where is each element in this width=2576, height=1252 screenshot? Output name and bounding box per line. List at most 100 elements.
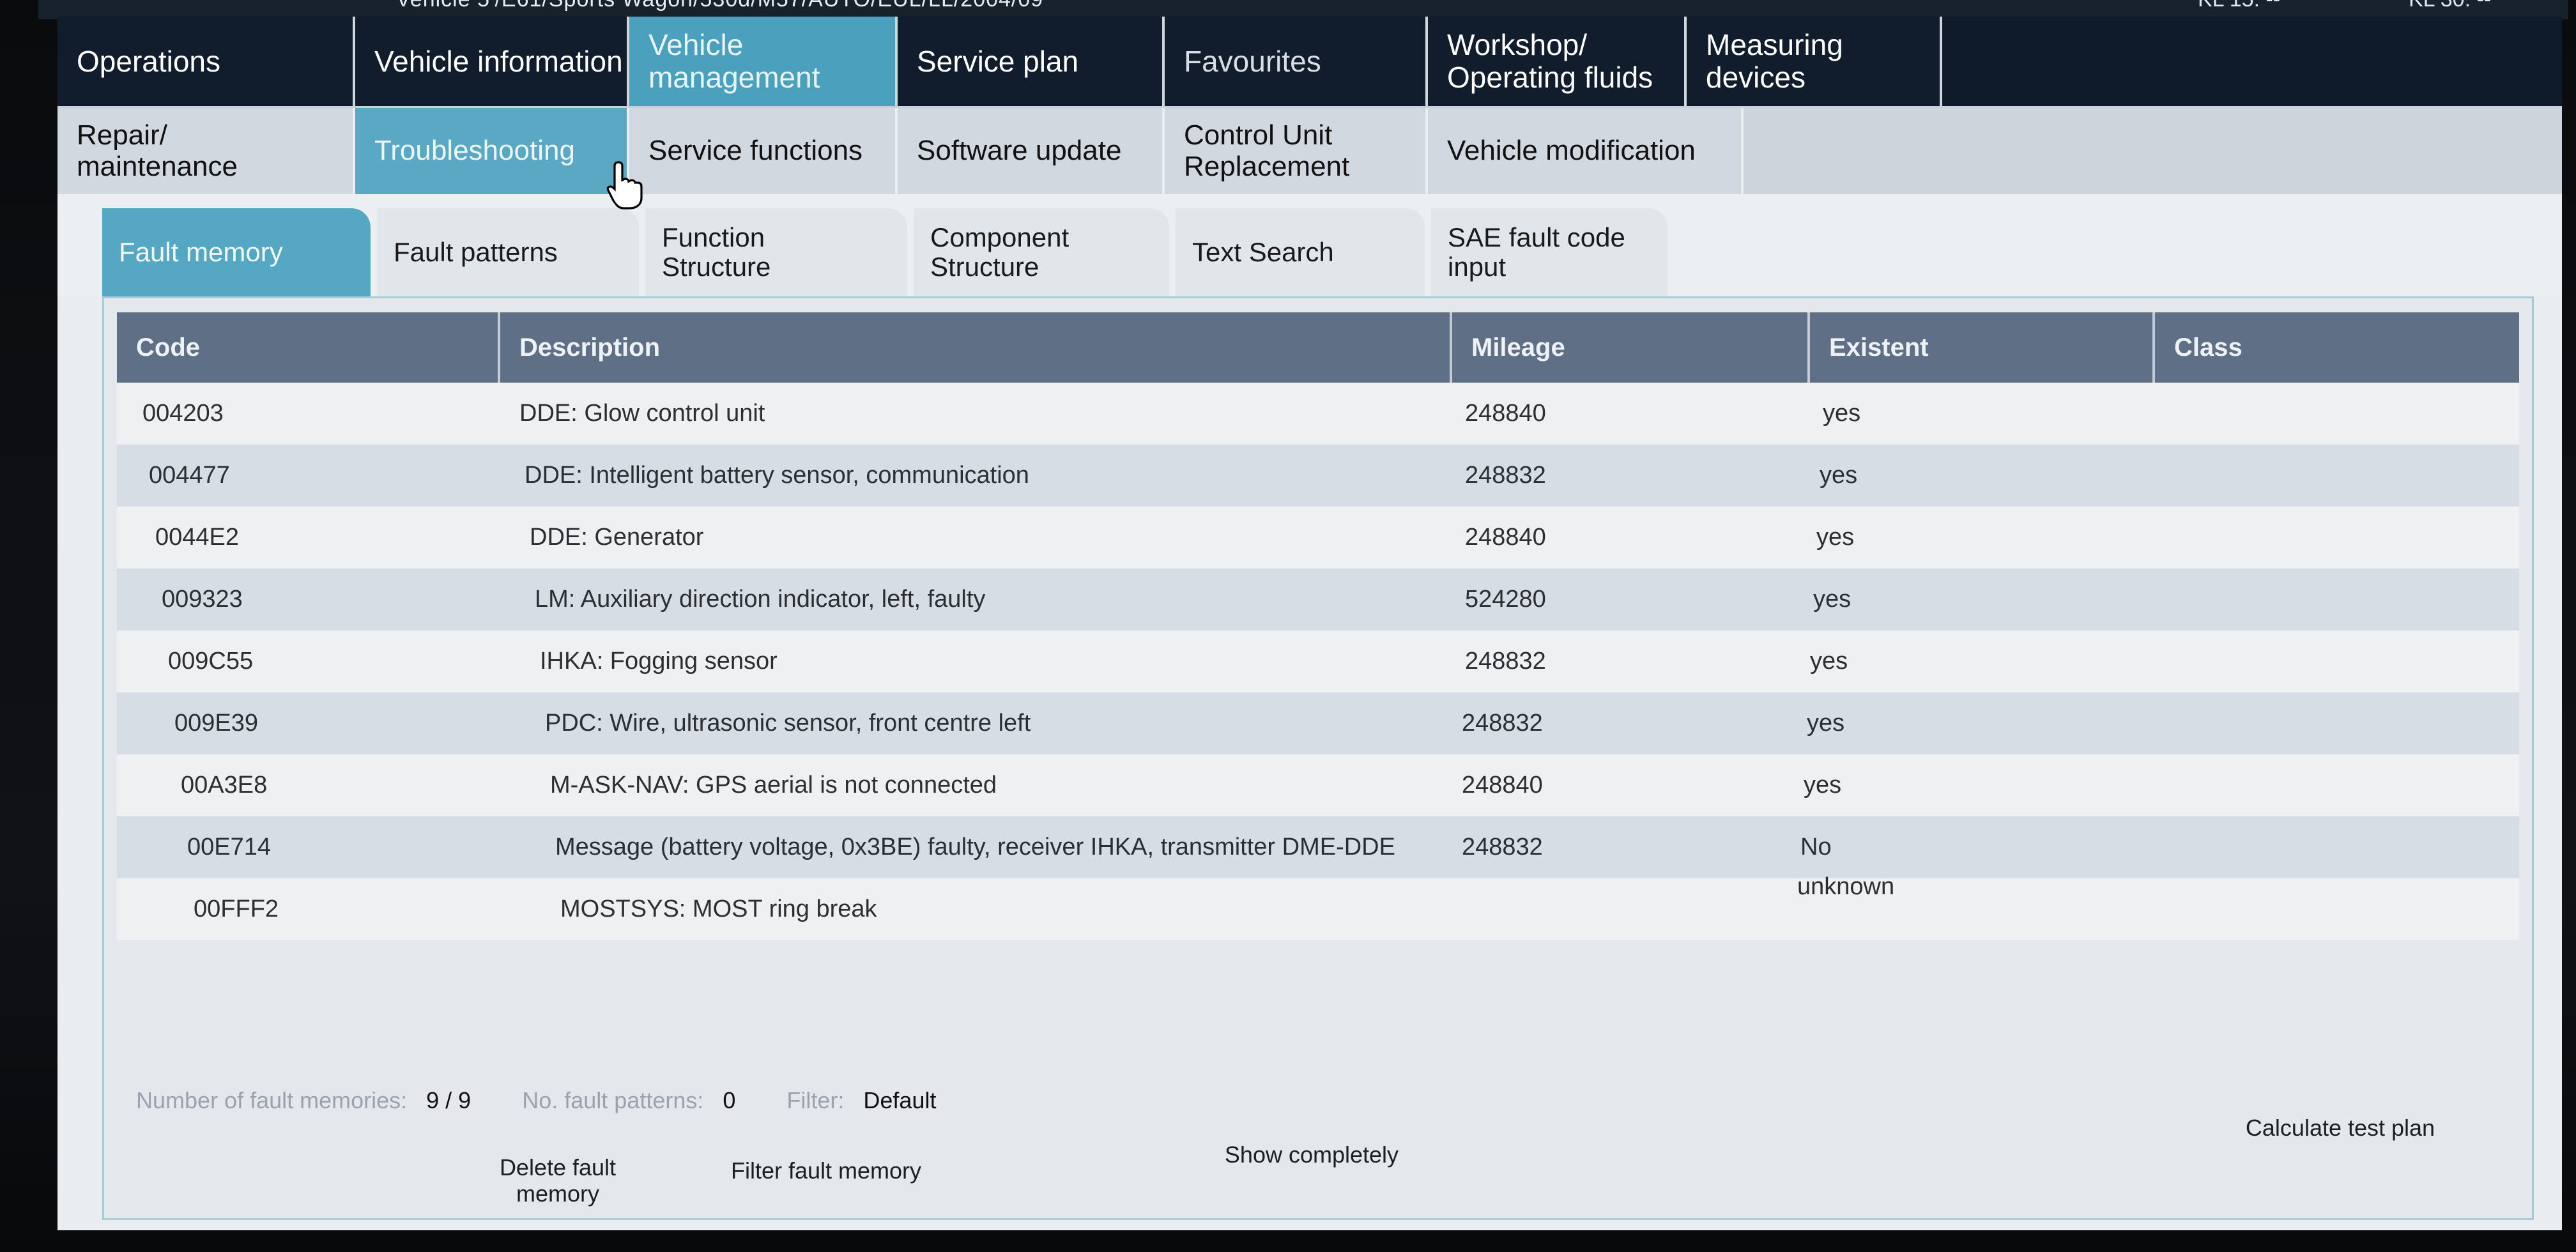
nav-vehicle-information[interactable]: Vehicle information xyxy=(355,17,629,106)
fault-table-body: 004203 DDE: Glow control unit 248840 yes… xyxy=(117,383,2519,970)
cell-description: IHKA: Fogging sensor xyxy=(540,648,778,675)
nav-vehicle-management[interactable]: Vehicle management xyxy=(629,17,898,106)
tab-sae-fault-code-input[interactable]: SAE fault code input xyxy=(1431,208,1667,296)
cell-code: 009323 xyxy=(162,586,243,613)
cell-description: DDE: Glow control unit xyxy=(519,400,765,427)
tab-bar: Fault memory Fault patterns Function Str… xyxy=(57,194,2562,296)
nav-workshop-operating-fluids[interactable]: Workshop/ Operating fluids xyxy=(1428,17,1687,106)
cell-existent: unknown xyxy=(1797,873,1895,900)
subnav-empty-area xyxy=(1744,108,2562,194)
nav-measuring-devices-label: Measuring devices xyxy=(1706,28,1843,94)
nav-favourites-label: Favourites xyxy=(1184,44,1321,78)
column-header-class[interactable]: Class xyxy=(2155,312,2519,383)
sub-navigation: Repair/ maintenance Troubleshooting Serv… xyxy=(57,108,2562,194)
tab-text-search-label: Text Search xyxy=(1192,236,1334,267)
column-header-mileage[interactable]: Mileage xyxy=(1452,312,1810,383)
filter-label: Filter: xyxy=(786,1087,845,1113)
fault-patterns-label: No. fault patterns: xyxy=(522,1087,704,1113)
cell-description: DDE: Intelligent battery sensor, communi… xyxy=(525,462,1029,489)
nav-vehicle-management-label: Vehicle management xyxy=(648,28,820,94)
kl15-status: KL 15: -- xyxy=(2198,0,2280,10)
tab-sae-fault-code-input-label: SAE fault code input xyxy=(1448,222,1625,282)
cell-existent: yes xyxy=(1816,524,1855,551)
calculate-test-plan-button[interactable]: Calculate test plan xyxy=(2245,1115,2435,1141)
cell-description: LM: Auxiliary direction indicator, left,… xyxy=(535,586,986,613)
cell-mileage: 248832 xyxy=(1462,834,1543,860)
column-header-existent[interactable]: Existent xyxy=(1810,312,2155,383)
show-completely-button[interactable]: Show completely xyxy=(1224,1141,1399,1168)
cell-code: 00E714 xyxy=(187,834,272,860)
nav-favourites[interactable]: Favourites xyxy=(1165,17,1428,106)
column-mileage-label: Mileage xyxy=(1471,333,1565,362)
table-row[interactable]: 00A3E8 M-ASK-NAV: GPS aerial is not conn… xyxy=(117,754,2519,816)
tab-function-structure[interactable]: Function Structure xyxy=(645,208,907,296)
table-row[interactable]: 009323 LM: Auxiliary direction indicator… xyxy=(117,569,2519,630)
cell-code: 009E39 xyxy=(174,710,259,737)
cell-mileage: 248840 xyxy=(1465,400,1546,427)
subnav-software-update-label: Software update xyxy=(917,135,1122,167)
hand-cursor-icon xyxy=(606,161,643,210)
cell-existent: yes xyxy=(1820,462,1858,489)
subnav-troubleshooting-label: Troubleshooting xyxy=(374,135,575,167)
cell-code: 004477 xyxy=(149,462,230,489)
subnav-repair-maintenance-label: Repair/ maintenance xyxy=(77,119,238,182)
nav-vehicle-information-label: Vehicle information xyxy=(374,44,623,78)
table-row[interactable]: 004477 DDE: Intelligent battery sensor, … xyxy=(117,445,2519,507)
column-header-code[interactable]: Code xyxy=(117,312,500,383)
column-header-description[interactable]: Description xyxy=(500,312,1452,383)
tab-fault-memory[interactable]: Fault memory xyxy=(102,208,371,296)
vehicle-status-bar: Vehicle 5'/E61/Sports Wagon/530d/M57/AUT… xyxy=(38,0,2568,19)
cell-description: Message (battery voltage, 0x3BE) faulty,… xyxy=(555,834,1395,860)
tab-text-search[interactable]: Text Search xyxy=(1176,208,1425,296)
table-row[interactable]: 009E39 PDC: Wire, ultrasonic sensor, fro… xyxy=(117,692,2519,754)
table-row[interactable]: 00FFF2 MOSTSYS: MOST ring break unknown xyxy=(117,873,2519,940)
table-row[interactable]: 009C55 IHKA: Fogging sensor 248832 yes xyxy=(117,630,2519,692)
cell-existent: yes xyxy=(1810,648,1848,675)
table-row[interactable]: 00E714 Message (battery voltage, 0x3BE) … xyxy=(117,816,2519,878)
tab-component-structure-label: Component Structure xyxy=(930,222,1070,282)
cell-existent: yes xyxy=(1804,772,1842,798)
cell-code: 00A3E8 xyxy=(181,772,268,798)
subnav-software-update[interactable]: Software update xyxy=(898,108,1165,194)
ista-application: Operations Vehicle information Vehicle m… xyxy=(57,17,2562,1230)
cell-existent: yes xyxy=(1813,586,1851,613)
tab-fault-patterns[interactable]: Fault patterns xyxy=(377,208,639,296)
kl30-status: KL 30: -- xyxy=(2409,0,2491,10)
nav-operations[interactable]: Operations xyxy=(57,17,355,106)
cell-mileage: 524280 xyxy=(1465,586,1546,613)
cell-existent: yes xyxy=(1807,710,1845,737)
filter-fault-memory-button[interactable]: Filter fault memory xyxy=(730,1157,922,1184)
nav-service-plan-label: Service plan xyxy=(917,44,1079,78)
fault-patterns-value: 0 xyxy=(723,1087,736,1113)
cell-mileage: 248840 xyxy=(1462,772,1543,798)
table-row[interactable]: 004203 DDE: Glow control unit 248840 yes xyxy=(117,383,2519,445)
nav-measuring-devices[interactable]: Measuring devices xyxy=(1687,17,1942,106)
cell-existent: yes xyxy=(1823,400,1861,427)
fault-count-value: 9 / 9 xyxy=(426,1087,471,1113)
cell-existent: No xyxy=(1800,834,1832,860)
subnav-vehicle-modification[interactable]: Vehicle modification xyxy=(1428,108,1744,194)
vehicle-description: Vehicle 5'/E61/Sports Wagon/530d/M57/AUT… xyxy=(396,0,1043,10)
fault-memory-panel: Code Description Mileage Existent Class … xyxy=(102,296,2534,1220)
subnav-service-functions-label: Service functions xyxy=(648,135,863,167)
cell-mileage: 248832 xyxy=(1462,710,1543,737)
tab-component-structure[interactable]: Component Structure xyxy=(914,208,1169,296)
nav-service-plan[interactable]: Service plan xyxy=(898,17,1165,106)
subnav-service-functions[interactable]: Service functions xyxy=(629,108,898,194)
cell-mileage: 248840 xyxy=(1465,524,1546,551)
column-description-label: Description xyxy=(519,333,661,362)
tab-function-structure-label: Function Structure xyxy=(662,222,771,282)
cell-description: M-ASK-NAV: GPS aerial is not connected xyxy=(550,772,997,798)
cell-description: DDE: Generator xyxy=(530,524,704,551)
table-row[interactable]: 0044E2 DDE: Generator 248840 yes xyxy=(117,507,2519,569)
filter-value: Default xyxy=(863,1087,937,1113)
subnav-troubleshooting[interactable]: Troubleshooting xyxy=(355,108,629,194)
cell-description: MOSTSYS: MOST ring break xyxy=(560,896,877,922)
column-code-label: Code xyxy=(136,333,200,362)
tab-fault-patterns-label: Fault patterns xyxy=(394,236,558,267)
subnav-vehicle-modification-label: Vehicle modification xyxy=(1447,135,1696,167)
delete-fault-memory-button[interactable]: Delete fault memory xyxy=(499,1154,617,1207)
cell-code: 009C55 xyxy=(168,648,254,675)
subnav-repair-maintenance[interactable]: Repair/ maintenance xyxy=(57,108,355,194)
subnav-control-unit-replacement[interactable]: Control Unit Replacement xyxy=(1165,108,1428,194)
